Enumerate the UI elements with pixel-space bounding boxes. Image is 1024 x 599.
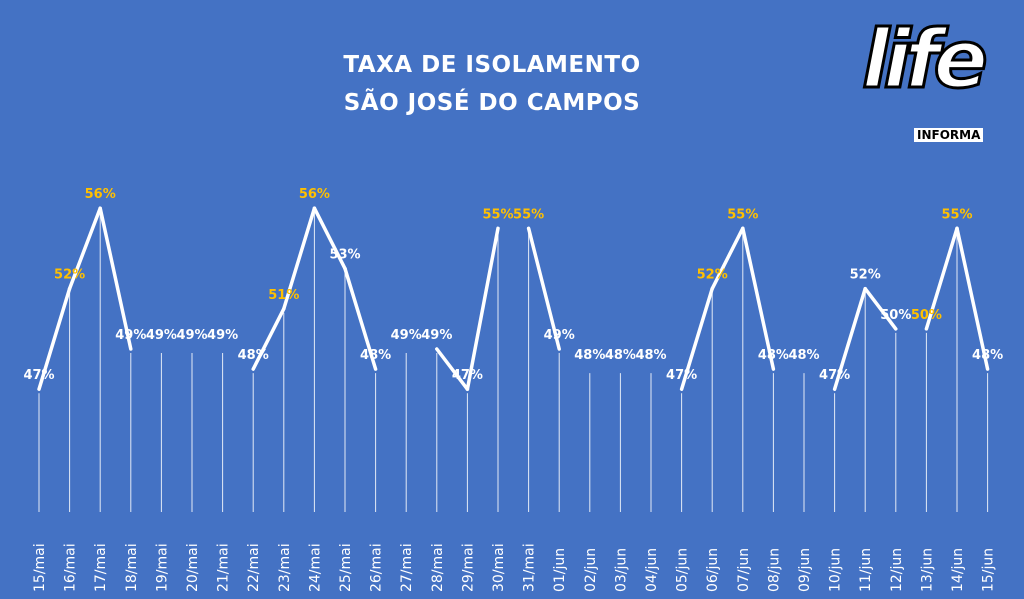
data-label-13/jun: 50% [911, 308, 942, 323]
chart-title-line-2: SÃO JOSÉ DO CAMPOS [343, 90, 641, 116]
data-label-12/jun: 50% [880, 308, 911, 323]
series-segment-31/mai-01/jun [526, 226, 561, 351]
data-label-29/mai: 47% [452, 368, 483, 383]
x-tick-label-27/mai: 27/mai [399, 543, 415, 592]
data-label-09/jun: 48% [788, 348, 819, 363]
data-label-15/jun: 48% [972, 348, 1003, 363]
data-label-04/jun: 48% [635, 348, 666, 363]
life-informa-logo: life INFORMA [861, 18, 989, 146]
data-label-10/jun: 47% [819, 368, 850, 383]
x-tick-label-10/jun: 10/jun [828, 548, 844, 592]
x-tick-label-09/jun: 09/jun [797, 548, 813, 592]
data-label-03/jun: 48% [605, 348, 636, 363]
series-segment-17/mai-18/mai [98, 206, 133, 351]
data-label-30/mai: 55% [482, 207, 513, 222]
x-tick-label-17/mai: 17/mai [93, 543, 109, 592]
data-label-01/jun: 49% [544, 328, 575, 343]
series-segment-29/mai-30/mai [465, 226, 500, 391]
x-tick-label-01/jun: 01/jun [552, 548, 568, 592]
x-tick-label-22/mai: 22/mai [246, 543, 262, 592]
x-tick-label-30/mai: 30/mai [491, 543, 507, 592]
series-segment-22/mai-23/mai [251, 307, 286, 371]
data-label-18/mai: 49% [115, 328, 146, 343]
x-tick-label-26/mai: 26/mai [369, 543, 385, 592]
x-tick-label-20/mai: 20/mai [185, 543, 201, 592]
x-tick-label-06/jun: 06/jun [705, 548, 721, 592]
series-segment-13/jun-14/jun [924, 226, 959, 331]
data-label-07/jun: 55% [727, 207, 758, 222]
series-segment-10/jun-11/jun [832, 286, 867, 391]
series-segment-23/mai-24/mai [282, 206, 317, 311]
x-tick-label-14/jun: 14/jun [950, 548, 966, 592]
data-label-06/jun: 52% [697, 268, 728, 283]
series-segment-05/jun-06/jun [679, 286, 714, 391]
x-tick-label-25/mai: 25/mai [338, 543, 354, 592]
x-tick-label-28/mai: 28/mai [430, 543, 446, 592]
x-tick-label-13/jun: 13/jun [919, 548, 935, 592]
series-segment-07/jun-08/jun [741, 226, 776, 371]
x-tick-label-04/jun: 04/jun [644, 548, 660, 592]
series-segment-28/mai-29/mai [435, 347, 470, 391]
data-label-02/jun: 48% [574, 348, 605, 363]
data-label-15/mai: 47% [23, 368, 54, 383]
data-label-25/mai: 53% [329, 248, 360, 263]
x-tick-label-21/mai: 21/mai [216, 543, 232, 592]
data-label-05/jun: 47% [666, 368, 697, 383]
series-segment-24/mai-25/mai [312, 206, 347, 271]
x-tick-label-24/mai: 24/mai [307, 543, 323, 592]
x-tick-label-31/mai: 31/mai [522, 543, 538, 592]
x-tick-label-19/mai: 19/mai [154, 543, 170, 592]
data-label-17/mai: 56% [85, 187, 116, 202]
x-tick-label-03/jun: 03/jun [613, 548, 629, 592]
data-label-08/jun: 48% [758, 348, 789, 363]
data-label-21/mai: 49% [207, 328, 238, 343]
series-segment-06/jun-07/jun [710, 226, 745, 291]
x-tick-label-29/mai: 29/mai [460, 543, 476, 592]
data-label-28/mai: 49% [421, 328, 452, 343]
series-segment-25/mai-26/mai [343, 266, 378, 371]
x-tick-label-15/mai: 15/mai [32, 543, 48, 592]
data-label-20/mai: 49% [176, 328, 207, 343]
data-label-11/jun: 52% [850, 268, 881, 283]
x-tick-label-11/jun: 11/jun [858, 548, 874, 592]
series-segment-14/jun-15/jun [955, 226, 990, 371]
x-tick-label-18/mai: 18/mai [124, 543, 140, 592]
x-tick-label-15/jun: 15/jun [981, 548, 997, 592]
data-label-23/mai: 51% [268, 288, 299, 303]
x-tick-label-16/mai: 16/mai [63, 543, 79, 592]
data-label-31/mai: 55% [513, 207, 544, 222]
data-label-22/mai: 48% [238, 348, 269, 363]
data-label-14/jun: 55% [941, 207, 972, 222]
x-tick-label-02/jun: 02/jun [583, 548, 599, 592]
x-tick-label-23/mai: 23/mai [277, 543, 293, 592]
data-label-19/mai: 49% [146, 328, 177, 343]
x-tick-label-08/jun: 08/jun [766, 548, 782, 592]
series-segment-11/jun-12/jun [863, 286, 898, 331]
data-label-16/mai: 52% [54, 268, 85, 283]
series-segment-15/mai-16/mai [37, 286, 72, 391]
series-segment-16/mai-17/mai [67, 206, 102, 291]
logo-subtitle: INFORMA [914, 128, 984, 142]
x-tick-label-07/jun: 07/jun [736, 548, 752, 592]
data-label-26/mai: 48% [360, 348, 391, 363]
x-tick-label-05/jun: 05/jun [675, 548, 691, 592]
data-label-27/mai: 49% [391, 328, 422, 343]
data-label-24/mai: 56% [299, 187, 330, 202]
chart-title-line-1: TAXA DE ISOLAMENTO [343, 52, 641, 78]
x-tick-label-12/jun: 12/jun [889, 548, 905, 592]
logo-wordmark: life [861, 13, 990, 106]
